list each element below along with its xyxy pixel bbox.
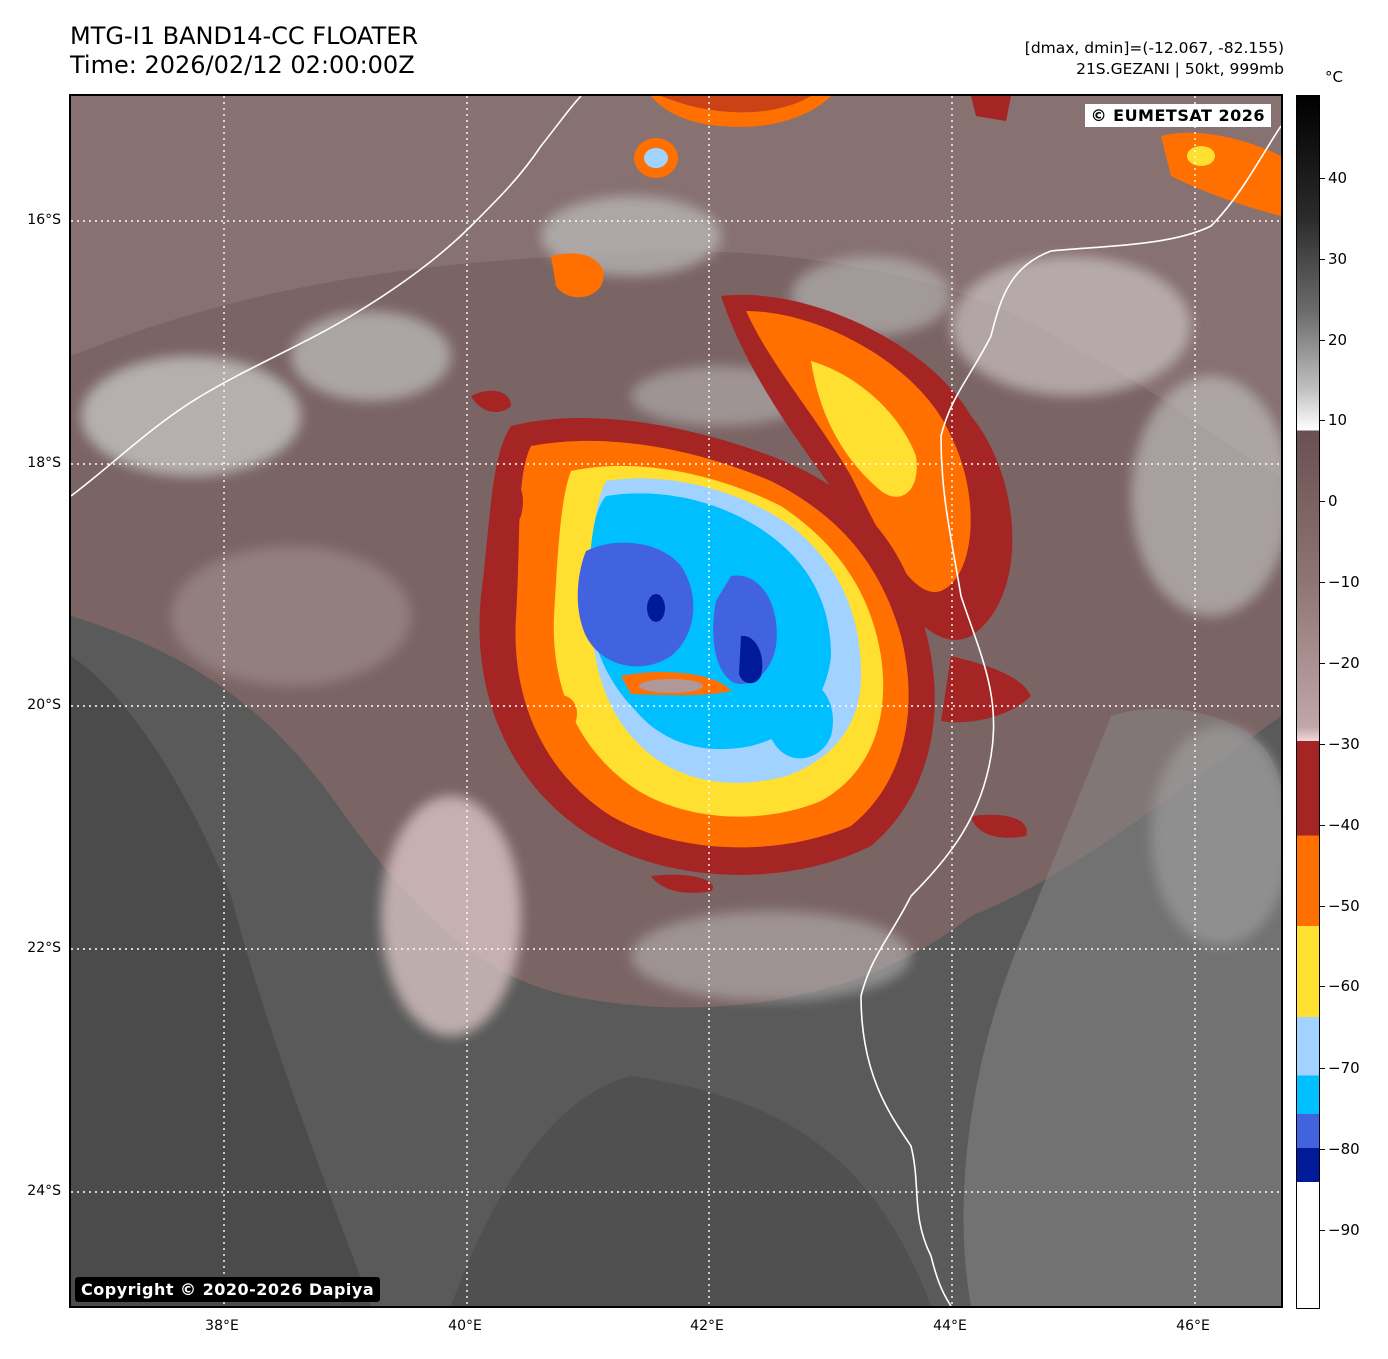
latitude-label: 24°S (27, 1183, 61, 1199)
data-range-text: [dmax, dmin]=(-12.067, -82.155) (1024, 39, 1284, 57)
colorbar-tick-mark (1320, 340, 1325, 341)
colorbar-tick-mark (1320, 663, 1325, 664)
colorbar-tick-mark (1320, 744, 1325, 745)
colorbar-tick-mark (1320, 1149, 1325, 1150)
colorbar-tick-label: −40 (1328, 816, 1360, 834)
latitude-label: 16°S (27, 212, 61, 228)
colorbar-tick-mark (1320, 582, 1325, 583)
colorbar-tick-label: −50 (1328, 897, 1360, 915)
colorbar-tick-label: 30 (1328, 250, 1348, 268)
coastline-lines (71, 96, 1281, 1306)
latitude-label: 22°S (27, 940, 61, 956)
satellite-image-panel: © EUMETSAT 2026 Copyright © 2020-2026 Da… (69, 94, 1283, 1308)
colorbar-tick-label: −20 (1328, 654, 1360, 672)
storm-convection (471, 96, 1281, 893)
map-title: MTG-I1 BAND14-CC FLOATER Time: 2026/02/1… (70, 22, 418, 80)
colorbar-tick-mark (1320, 986, 1325, 987)
longitude-label: 44°E (933, 1318, 967, 1334)
longitude-label: 42°E (690, 1318, 724, 1334)
longitude-label: 38°E (205, 1318, 239, 1334)
colorbar-tick-label: 10 (1328, 411, 1348, 429)
colorbar-tick-mark (1320, 501, 1325, 502)
latitude-label: 20°S (27, 697, 61, 713)
colorbar-tick-mark (1320, 906, 1325, 907)
colorbar-tick-label: −60 (1328, 977, 1360, 995)
colorbar-tick-label: −80 (1328, 1140, 1360, 1158)
colorbar-unit: °C (1325, 68, 1343, 86)
bright-cloud-patches (81, 196, 1281, 1036)
colorbar-tick-label: −10 (1328, 573, 1360, 591)
colorbar-tick-label: −30 (1328, 735, 1360, 753)
colorbar-tick-mark (1320, 825, 1325, 826)
temperature-colorbar (1296, 95, 1320, 1309)
longitude-label: 46°E (1176, 1318, 1210, 1334)
storm-info: [dmax, dmin]=(-12.067, -82.155) 21S.GEZA… (1025, 38, 1284, 80)
colorbar-tick-label: 40 (1328, 169, 1348, 187)
longitude-label: 40°E (448, 1318, 482, 1334)
satellite-imagery (71, 96, 1281, 1306)
colorbar-tick-mark (1320, 1230, 1325, 1231)
eumetsat-copyright-badge: © EUMETSAT 2026 (1084, 104, 1271, 127)
latitude-label: 18°S (27, 455, 61, 471)
dapiya-copyright-badge: Copyright © 2020-2026 Dapiya (75, 1277, 381, 1302)
colorbar-tick-label: −70 (1328, 1059, 1360, 1077)
colorbar-tick-label: 0 (1328, 492, 1338, 510)
graticule-grid (71, 96, 1281, 1306)
colorbar-tick-mark (1320, 259, 1325, 260)
colorbar-tick-label: 20 (1328, 331, 1348, 349)
colorbar-tick-mark (1320, 1068, 1325, 1069)
colorbar-tick-label: −90 (1328, 1221, 1360, 1239)
title-product: MTG-I1 BAND14-CC FLOATER (70, 22, 419, 50)
title-time: Time: 2026/02/12 02:00:00Z (70, 51, 415, 79)
storm-summary-text: 21S.GEZANI | 50kt, 999mb (1076, 60, 1284, 78)
colorbar-tick-mark (1320, 178, 1325, 179)
colorbar-tick-mark (1320, 420, 1325, 421)
